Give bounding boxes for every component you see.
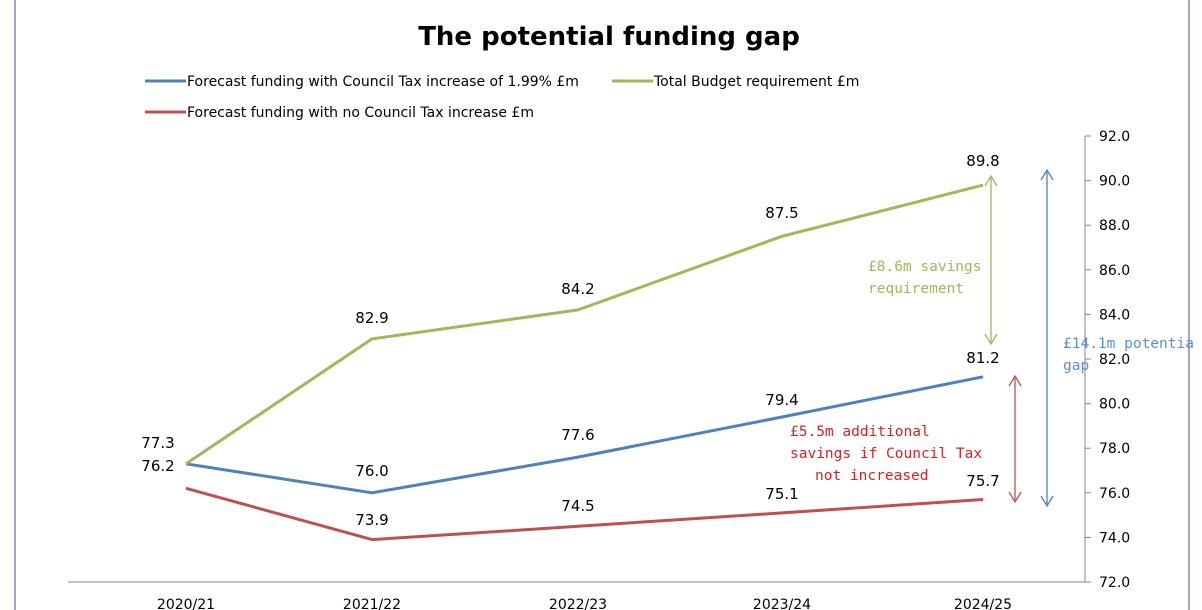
x-tick-label: 2023/24: [753, 597, 811, 610]
y-tick-label: 90.0: [1099, 174, 1130, 190]
data-label-total-2022-23: 84.2: [561, 280, 594, 298]
additional-savings-arrow: [1008, 374, 1022, 504]
chart-title: The potential funding gap: [418, 22, 800, 52]
data-label-no-increase-2023-24: 75.1: [765, 485, 798, 503]
data-label-total-2024-25: 89.8: [966, 152, 999, 170]
data-label-total-2023-24: 87.5: [765, 204, 798, 222]
y-tick-label: 76.0: [1099, 486, 1130, 502]
y-tick-label: 84.0: [1099, 307, 1130, 323]
legend: Forecast funding with Council Tax increa…: [145, 74, 859, 121]
y-tick-label: 72.0: [1099, 575, 1130, 591]
data-label-total-2020-21: 77.3: [141, 434, 174, 452]
data-label-with-increase-2023-24: 79.4: [765, 391, 798, 409]
potential-gap-line-1: £14.1m potentia: [1063, 336, 1194, 352]
series-line-no-increase: [185, 486, 984, 542]
data-label-with-increase-2020-21: 76.2: [141, 457, 174, 475]
data-labels-total: 77.3 82.9 84.2 87.5 89.8: [141, 152, 999, 452]
series-line-with-increase: [185, 375, 984, 495]
data-labels-with-increase: 76.2 76.0 77.6 79.4 81.2: [141, 349, 999, 480]
y-tick-label: 86.0: [1099, 263, 1130, 279]
potential-gap-line-2: gap: [1063, 358, 1089, 374]
additional-savings-line-3: not increased: [815, 468, 929, 484]
data-label-no-increase-2022-23: 74.5: [561, 497, 594, 515]
y-tick-label: 78.0: [1099, 441, 1130, 457]
y-tick-label: 82.0: [1099, 352, 1130, 368]
y-tick-label: 74.0: [1099, 530, 1130, 546]
data-label-with-increase-2021-22: 76.0: [355, 462, 388, 480]
additional-savings-line-2: savings if Council Tax: [790, 446, 982, 462]
data-labels-no-increase: 73.9 74.5 75.1 75.7: [355, 472, 999, 529]
legend-label-total: Total Budget requirement £m: [653, 74, 859, 90]
legend-label-no-increase: Forecast funding with no Council Tax inc…: [187, 105, 534, 121]
data-label-with-increase-2024-25: 81.2: [966, 349, 999, 367]
y-tick-label: 80.0: [1099, 397, 1130, 413]
x-tick-label: 2022/23: [549, 597, 607, 610]
data-label-total-2021-22: 82.9: [355, 309, 388, 327]
additional-savings-annotation: £5.5m additional savings if Council Tax …: [790, 424, 982, 484]
potential-gap-arrow: [1040, 168, 1054, 508]
legend-label-with-increase: Forecast funding with Council Tax increa…: [187, 74, 579, 90]
additional-savings-line-1: £5.5m additional: [790, 424, 930, 440]
x-axis-ticks: 2020/21 2021/22 2022/23 2023/24 2024/25: [157, 597, 1012, 610]
series-layer: [185, 183, 984, 542]
potential-gap-annotation: £14.1m potentia gap: [1063, 336, 1194, 374]
x-tick-label: 2020/21: [157, 597, 215, 610]
savings-requirement-arrow: [984, 174, 998, 346]
series-line-total: [185, 183, 984, 466]
savings-requirement-line-1: £8.6m savings: [868, 259, 982, 275]
savings-requirement-line-2: requirement: [868, 281, 964, 297]
x-tick-label: 2024/25: [954, 597, 1012, 610]
data-label-no-increase-2021-22: 73.9: [355, 511, 388, 529]
x-tick-label: 2021/22: [343, 597, 401, 610]
data-label-with-increase-2022-23: 77.6: [561, 426, 594, 444]
savings-requirement-annotation: £8.6m savings requirement: [868, 259, 982, 297]
data-label-no-increase-2024-25: 75.7: [966, 472, 999, 490]
y-axis-ticks: 92.0 90.0 88.0 86.0 84.0 82.0 80.0 78.0 76.0 74.0…: [1085, 129, 1130, 591]
y-tick-label: 92.0: [1099, 129, 1130, 145]
y-tick-label: 88.0: [1099, 218, 1130, 234]
